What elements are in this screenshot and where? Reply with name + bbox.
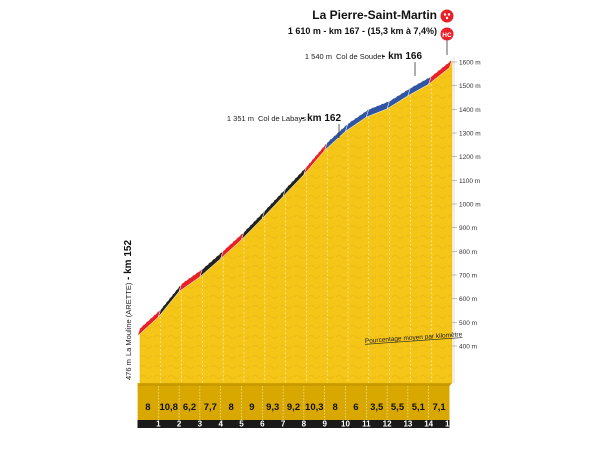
ribbon-dash (264, 188, 286, 211)
col-labays-km: - km 162 (301, 113, 341, 124)
y-tick-label: 700 m (459, 273, 477, 280)
col-labays-name: Col de Labays (258, 114, 306, 123)
ribbon-dash (389, 87, 411, 102)
y-tick-label: 900 m (459, 225, 477, 232)
col-soudet-alt: 1 540 m (305, 52, 332, 61)
summit-category-badge: HC (440, 27, 454, 41)
profile-front-edge (137, 383, 452, 386)
col-soudet-name: Col de Soudet (336, 52, 384, 61)
grade-label: 10,3 (305, 402, 324, 413)
grade-label: 10,8 (159, 402, 178, 413)
ribbon-dash (160, 283, 182, 310)
grade-label: 7,7 (204, 402, 217, 413)
y-tick-label: 400 m (459, 344, 477, 351)
km-label: 14 (424, 420, 433, 429)
y-tick-label: 1000 m (459, 202, 481, 209)
km-label: 2 (177, 420, 182, 429)
ribbon-dash (368, 100, 390, 110)
grade-label: 5,5 (391, 402, 405, 413)
grade-label: 9,2 (287, 402, 300, 413)
ribbon-dash (306, 141, 328, 167)
summit-badge-top-icon (440, 9, 454, 23)
start-alt: 476 m (124, 359, 133, 380)
grade-label: 9 (249, 402, 254, 413)
y-tick-label: 600 m (459, 296, 477, 303)
col-labays-alt: 1 351 m (227, 114, 254, 123)
km-label: 8 (302, 420, 307, 429)
ribbon-dash (347, 108, 370, 124)
summit-name: La Pierre-Saint-Martin (312, 8, 437, 22)
grade-label: 6 (353, 402, 358, 413)
km-label: 6 (260, 420, 265, 429)
grade-label: 8 (145, 402, 150, 413)
ribbon-dash (181, 268, 203, 284)
grade-label: 5,1 (412, 402, 426, 413)
grade-label: 3,5 (370, 402, 384, 413)
km-label: 9 (322, 420, 327, 429)
km-label: 3 (198, 420, 203, 429)
km-label: 15 (445, 420, 454, 429)
y-tick-label: 1600 m (459, 60, 481, 67)
km-label: 4 (218, 420, 223, 429)
km-label: 1 (156, 420, 161, 429)
grade-label: 8 (332, 402, 337, 413)
km-label: 5 (239, 420, 244, 429)
profile-base-strip (137, 420, 450, 428)
y-tick-label: 1200 m (459, 154, 481, 161)
y-tick-label: 500 m (459, 320, 477, 327)
col-soudet-km: - km 166 (382, 51, 422, 62)
y-tick-label: 1100 m (459, 178, 480, 185)
y-tick-label: 1300 m (459, 131, 481, 138)
start-km: - km 152 (123, 240, 134, 280)
ribbon-dash (430, 59, 453, 77)
ribbon-dash (285, 166, 307, 189)
summit-details: 1 610 m - km 167 - (15,3 km à 7,4%) (288, 26, 437, 36)
grade-label: 9,3 (266, 402, 279, 413)
km-label: 10 (341, 420, 350, 429)
grade-label: 7,1 (432, 402, 446, 413)
ribbon-dash (410, 75, 432, 89)
km-label: 7 (281, 420, 286, 429)
y-tick-label: 800 m (459, 249, 477, 256)
start-name: La Mouline (ARETTE) (124, 282, 133, 356)
summit-category-text: HC (442, 32, 452, 39)
y-tick-label: 1400 m (459, 107, 481, 114)
km-label: 11 (362, 420, 371, 429)
y-tick-label: 1500 m (459, 83, 481, 90)
grade-label: 6,2 (183, 402, 196, 413)
km-label: 13 (403, 420, 412, 429)
grade-label: 8 (228, 402, 233, 413)
km-label: 12 (383, 420, 392, 429)
